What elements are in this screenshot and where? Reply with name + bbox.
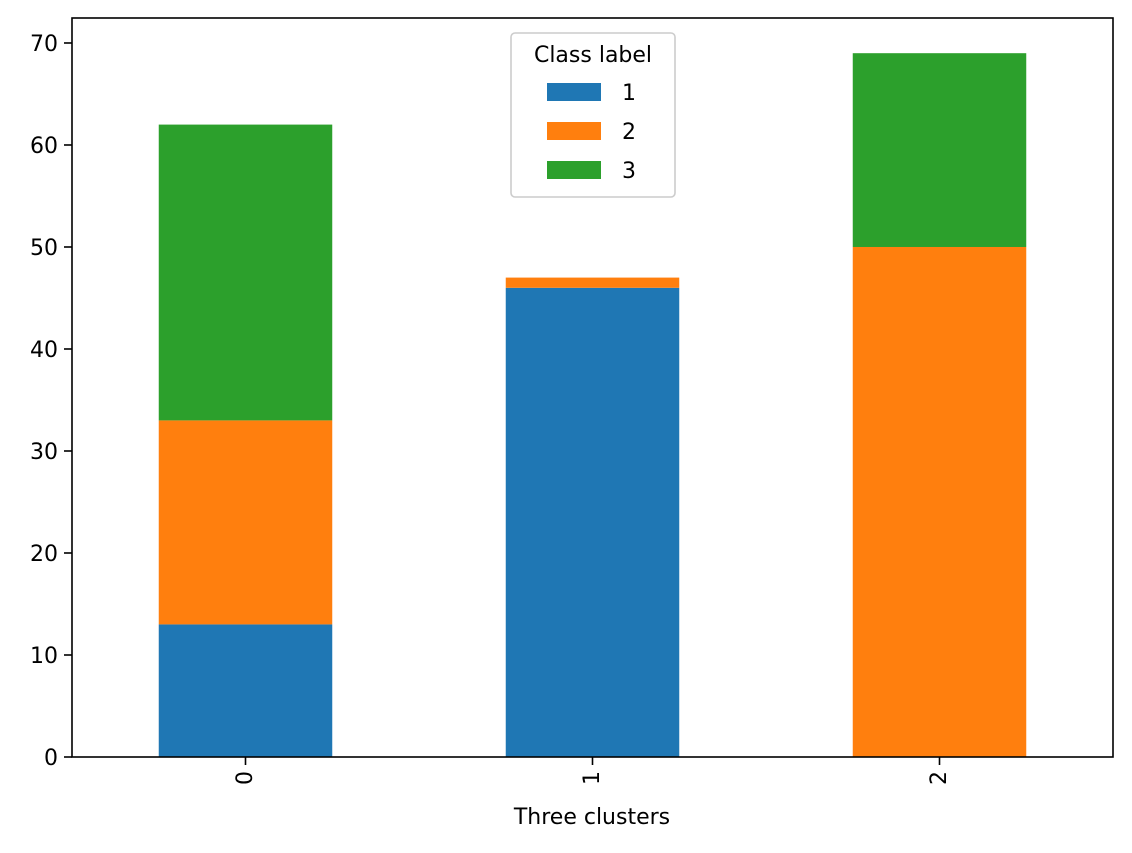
x-tick-label-1: 1	[580, 771, 605, 785]
x-tick-label-2: 2	[927, 771, 952, 785]
bar-cluster-1-class-2	[505, 277, 680, 288]
y-tick-label-60: 60	[30, 134, 58, 159]
legend-swatch-3	[547, 161, 601, 179]
bar-cluster-2-class-2	[852, 246, 1027, 758]
y-tick-label-20: 20	[30, 542, 58, 567]
y-tick-label-30: 30	[30, 440, 58, 465]
legend-swatch-2	[547, 122, 601, 140]
y-tick-label-50: 50	[30, 236, 58, 261]
legend-label-2: 2	[622, 120, 636, 145]
bars-layer	[158, 53, 1027, 758]
legend-label-1: 1	[622, 81, 636, 106]
legend-title: Class label	[534, 43, 652, 68]
bar-cluster-0-class-3	[158, 124, 333, 421]
y-tick-label-70: 70	[30, 32, 58, 57]
bar-cluster-1-class-1	[505, 287, 680, 757]
legend-label-3: 3	[622, 159, 636, 184]
y-tick-label-10: 10	[30, 644, 58, 669]
y-axis: 0 10 20 30 40 50 60 70	[30, 32, 72, 771]
bar-cluster-2-class-3	[852, 53, 1027, 247]
legend: Class label 1 2 3	[510, 32, 676, 198]
bar-cluster-0-class-2	[158, 420, 333, 625]
y-tick-label-40: 40	[30, 338, 58, 363]
legend-entries: 1 2 3	[547, 81, 636, 184]
legend-swatch-1	[547, 83, 601, 101]
x-axis-label: Three clusters	[513, 805, 670, 830]
x-tick-label-0: 0	[233, 771, 258, 785]
y-tick-label-0: 0	[44, 746, 58, 771]
legend-frame	[510, 32, 676, 198]
bar-cluster-0-class-1	[158, 624, 333, 757]
x-axis: 0 1 2	[233, 757, 952, 785]
